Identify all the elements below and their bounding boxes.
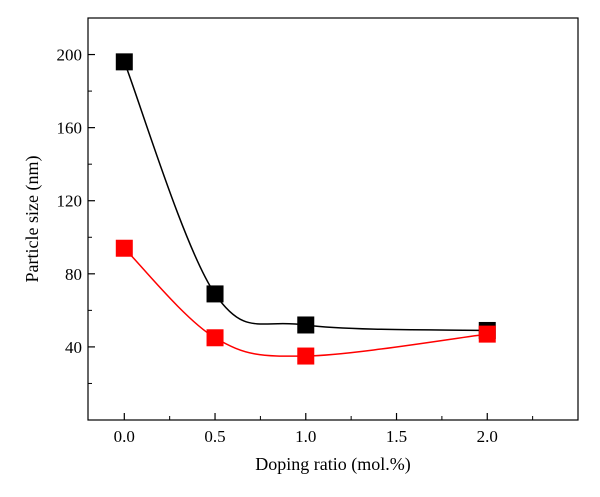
- plot-frame: [87, 17, 579, 421]
- x-tick-label: 1.0: [295, 427, 316, 446]
- series-1: [115, 53, 496, 339]
- x-tick-label: 0.5: [204, 427, 225, 446]
- x-tick-label: 1.5: [386, 427, 407, 446]
- data-point-square: [206, 285, 224, 303]
- data-point-square: [297, 347, 315, 365]
- series-line: [123, 247, 488, 357]
- x-axis: 0.0 0.5 1.0 1.5 2.0: [114, 413, 534, 446]
- series-layer: [115, 53, 496, 365]
- y-axis: 40 80 120 160 200: [57, 46, 95, 384]
- x-tick-label: 0.0: [114, 427, 135, 446]
- y-tick-label: 80: [65, 265, 82, 284]
- series-2: [115, 239, 496, 365]
- plot-border: [87, 17, 579, 421]
- y-tick-label: 160: [57, 119, 83, 138]
- data-point-square: [478, 325, 496, 343]
- x-axis-title: Doping ratio (mol.%): [255, 454, 410, 475]
- y-tick-label: 200: [57, 46, 83, 65]
- x-tick-label: 2.0: [477, 427, 498, 446]
- data-point-square: [297, 316, 315, 334]
- y-axis-title: Particle size (nm): [22, 156, 43, 283]
- y-tick-label: 40: [65, 338, 82, 357]
- series-line: [123, 61, 488, 332]
- data-point-square: [115, 53, 133, 71]
- data-point-square: [115, 239, 133, 257]
- data-point-square: [206, 329, 224, 347]
- y-tick-label: 120: [57, 192, 83, 211]
